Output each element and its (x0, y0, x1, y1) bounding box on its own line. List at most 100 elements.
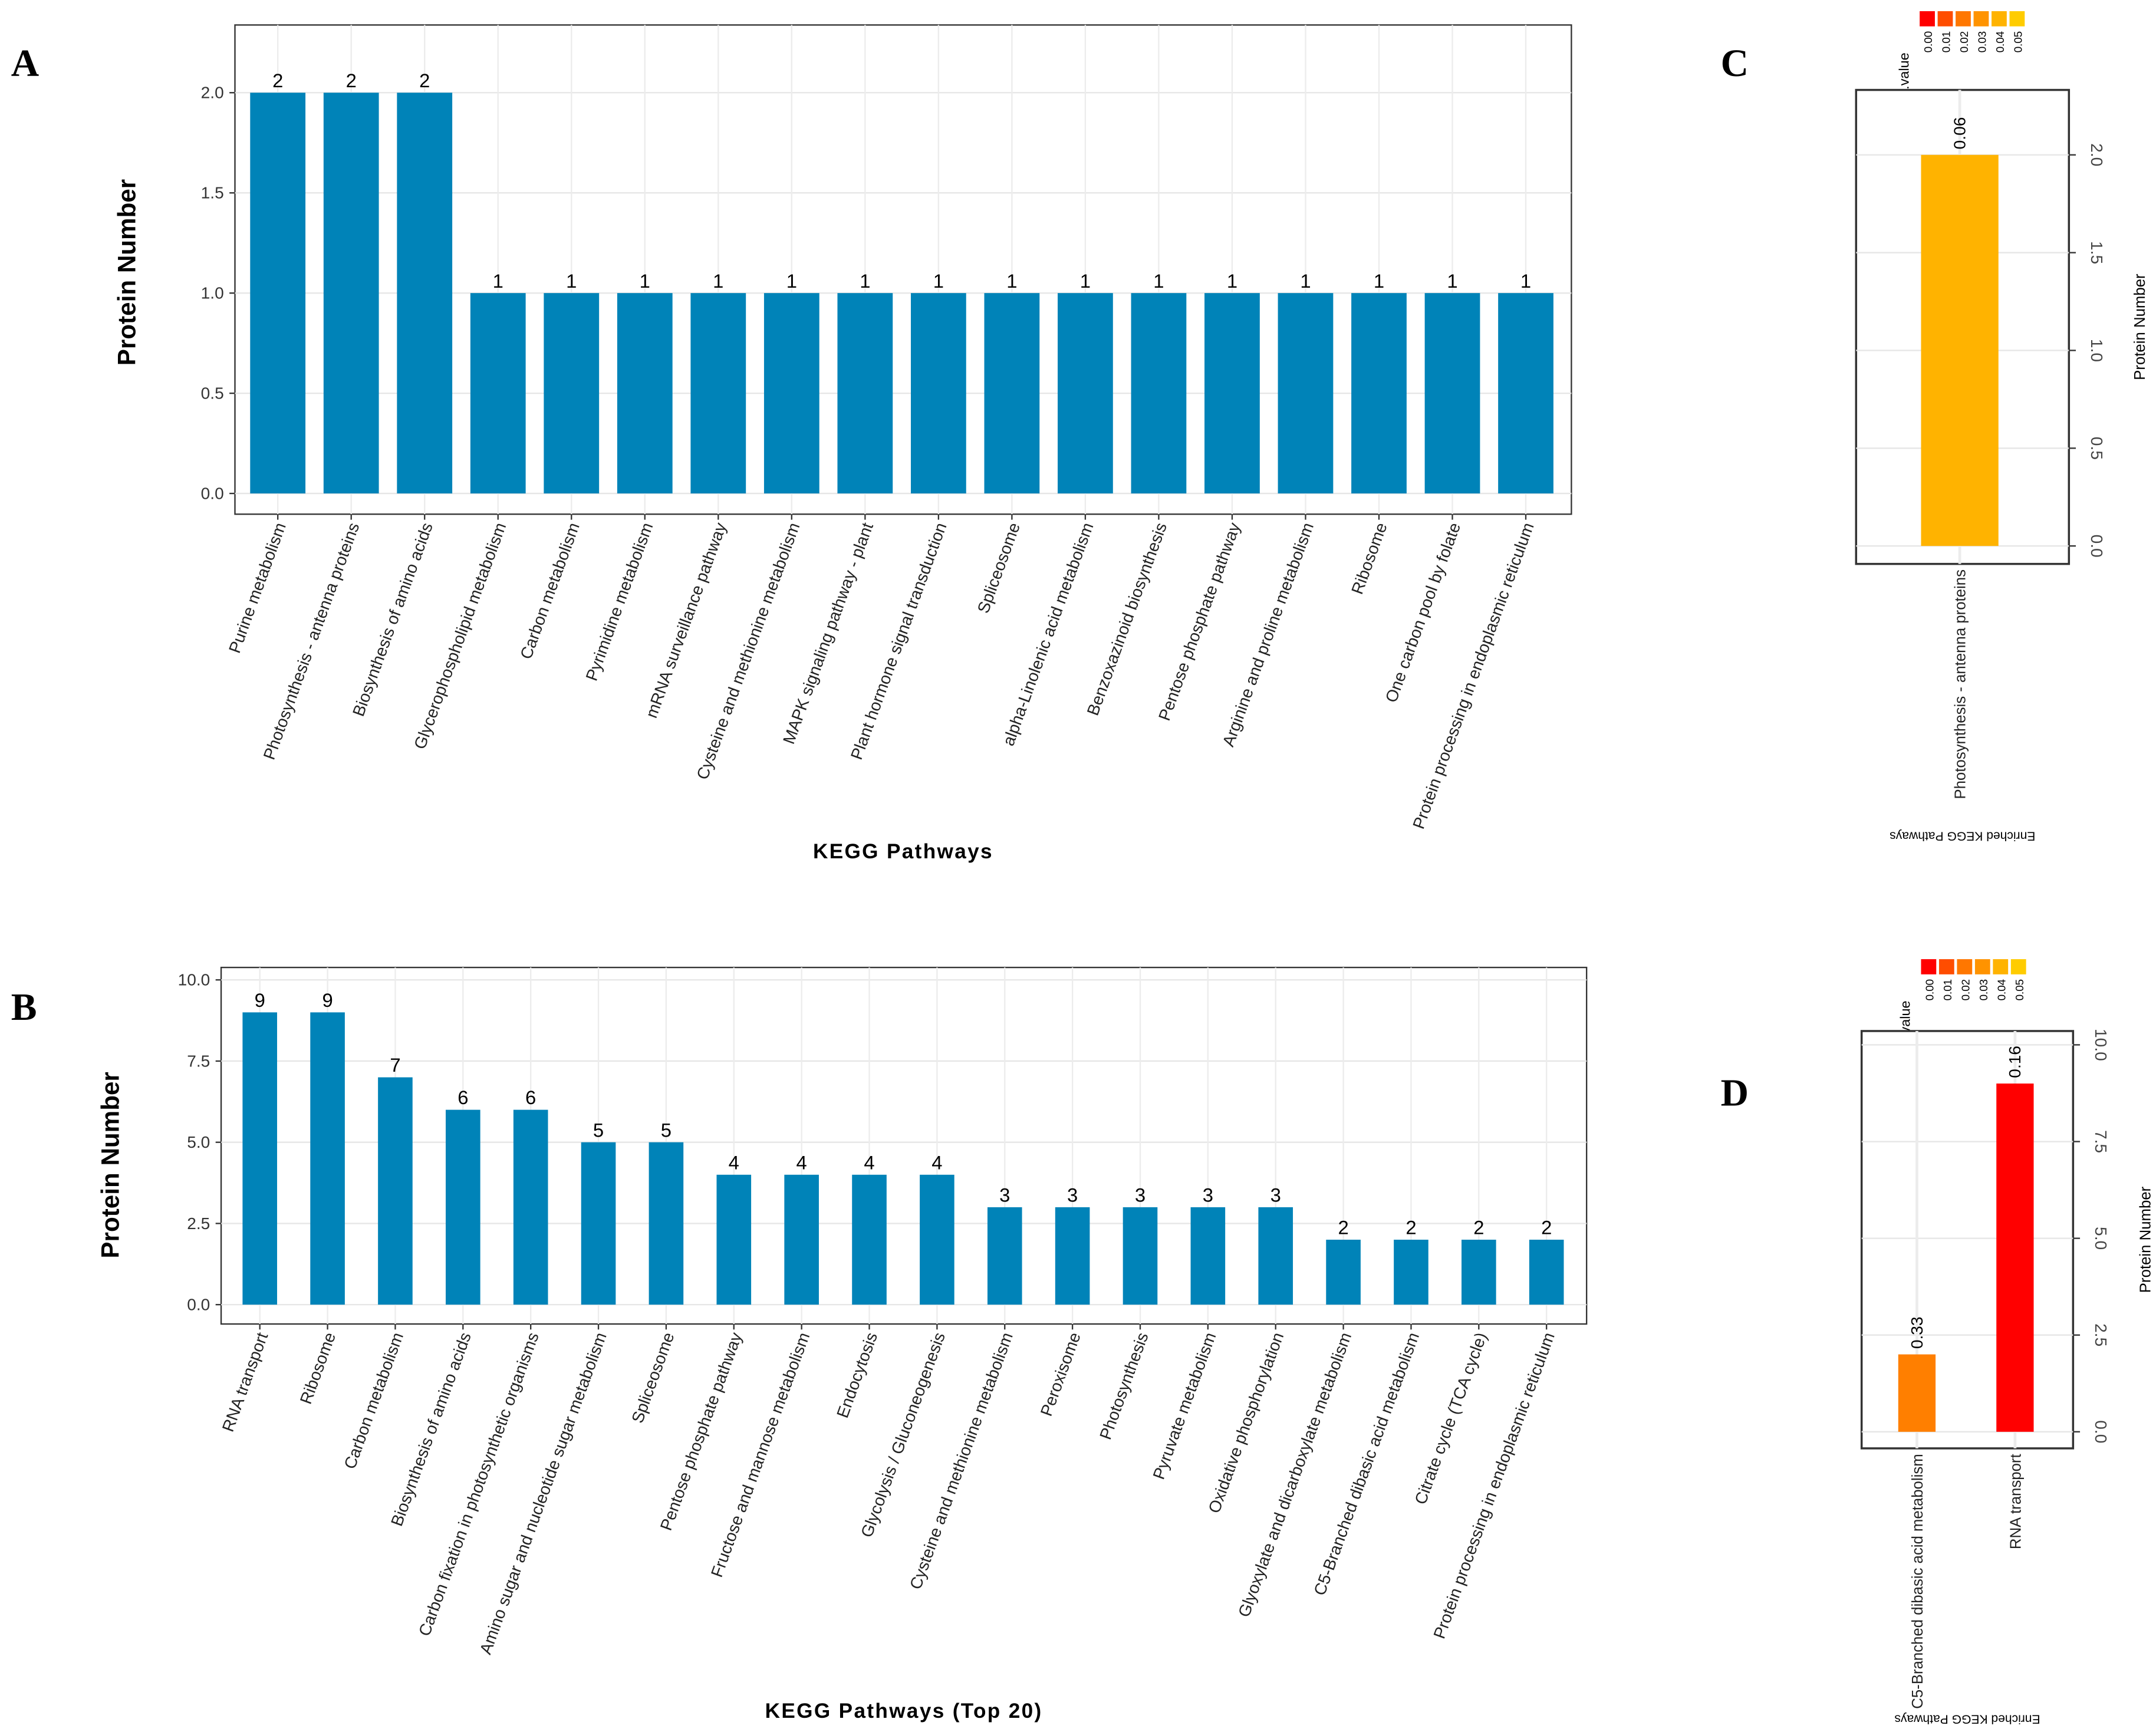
legend-swatch (1920, 11, 1935, 27)
bar (763, 293, 819, 494)
bar-value-label: 1 (860, 270, 870, 292)
y-tick-label: 5.0 (187, 1133, 210, 1151)
legend-label: 0.04 (1994, 31, 2006, 53)
y-axis-title: Protein Number (97, 1072, 124, 1258)
x-tick-label: One carbon pool by folate (1382, 520, 1464, 704)
bar-value-label: 2 (1473, 1217, 1484, 1239)
panel-label-d: D (1721, 1072, 1749, 1115)
bar (1278, 293, 1334, 494)
x-tick-label: Pyruvate metabolism (1150, 1330, 1220, 1481)
y-tick-label: 0.0 (187, 1296, 210, 1314)
bar (242, 1012, 278, 1305)
y-tick-label: 0.0 (2088, 535, 2106, 558)
x-tick-label: Glyoxylate and dicarboxylate metabolism (1235, 1330, 1355, 1619)
legend-label: 0.00 (1922, 31, 1934, 53)
bar-value-label: 1 (1227, 270, 1237, 292)
legend-swatch (1937, 11, 1953, 27)
y-tick-label: 10.0 (178, 971, 210, 989)
bar-value-label: 1 (566, 270, 577, 292)
bar-value-label: 2 (419, 70, 430, 91)
bar (1898, 1354, 1936, 1432)
bar (1424, 293, 1480, 494)
bar-value-label: 6 (525, 1086, 536, 1108)
bar-value-label: 1 (713, 270, 723, 292)
y-tick-label: 1.5 (2088, 241, 2106, 264)
x-tick-label: Arginine and proline metabolism (1219, 520, 1318, 749)
y-axis-title: Protein Number (2132, 274, 2148, 380)
legend-label: 0.05 (2013, 979, 2026, 1001)
legend-label: 0.00 (1924, 979, 1936, 1001)
bar-value-label: 1 (1374, 270, 1384, 292)
panel-label-a: A (11, 42, 39, 85)
y-tick-label: 0.0 (2092, 1420, 2110, 1443)
x-tick-label: Carbon fixation in photosynthetic organi… (415, 1330, 542, 1638)
bar-value-label: 7 (390, 1054, 400, 1076)
bar-pvalue-label: 0.16 (2006, 1046, 2024, 1078)
x-tick-label: Spliceosome (628, 1330, 677, 1425)
x-tick-label: Ribosome (1348, 520, 1390, 597)
plot-frame (1860, 1030, 2075, 1450)
x-tick-label: Pentose phosphate pathway (1155, 520, 1244, 723)
bar (1529, 1239, 1564, 1305)
legend-swatch (1921, 959, 1937, 974)
bar (716, 1174, 752, 1305)
bar-value-label: 4 (864, 1151, 874, 1173)
bar (1498, 293, 1553, 494)
x-tick-label: Amino sugar and nucleotide sugar metabol… (476, 1330, 610, 1656)
x-tick-label: Benzoxazinoid biosynthesis (1084, 520, 1170, 717)
legend-swatch (2010, 959, 2026, 974)
bar (1055, 1207, 1090, 1305)
bar-value-label: 3 (999, 1184, 1010, 1206)
x-tick-label: Biosynthesis of amino acids (387, 1330, 475, 1529)
bar (397, 93, 453, 494)
x-tick-label: Pyrimidine metabolism (582, 520, 657, 683)
bar-value-label: 1 (1006, 270, 1017, 292)
y-axis-title: Protein Number (2138, 1186, 2154, 1293)
x-tick-label: RNA transport (219, 1330, 272, 1434)
bar (1190, 1207, 1226, 1305)
bar-value-label: 4 (931, 1151, 942, 1173)
bar-value-label: 4 (729, 1151, 739, 1173)
bar (1123, 1207, 1158, 1305)
x-tick-label: C5-Branched dibasic acid metabolism (1910, 1454, 1926, 1709)
x-tick-label: Pentose phosphate pathway (657, 1330, 746, 1533)
bar (784, 1174, 819, 1305)
y-tick-label: 2.0 (2088, 143, 2106, 166)
x-tick-label: Photosynthesis - antenna proteins (1952, 569, 1969, 799)
y-axis-title: Protein Number (113, 179, 141, 365)
bar (1058, 293, 1113, 494)
bar-value-label: 5 (593, 1119, 604, 1141)
y-tick-label: 1.5 (201, 184, 224, 202)
bar (649, 1142, 684, 1305)
legend-label: 0.03 (1977, 979, 1990, 1001)
x-tick-label: alpha-Linolenic acid metabolism (999, 520, 1097, 748)
x-tick-label: Purine metabolism (225, 520, 289, 655)
plot-frame (234, 24, 1572, 515)
bar (1921, 154, 1999, 546)
bar (690, 293, 746, 494)
legend-label: 0.01 (1940, 31, 1953, 53)
legend-swatch (1973, 11, 1989, 27)
bar (470, 293, 526, 494)
x-tick-label: Spliceosome (974, 520, 1023, 615)
bar-value-label: 2 (1541, 1217, 1552, 1239)
bar-value-label: 1 (1447, 270, 1457, 292)
bar (837, 293, 893, 494)
bar-value-label: 1 (1300, 270, 1311, 292)
bar (513, 1109, 548, 1305)
x-tick-label: Biosynthesis of amino acids (349, 520, 436, 719)
bar (984, 293, 1040, 494)
y-tick-label: 0.0 (201, 484, 224, 502)
y-tick-label: 2.0 (201, 84, 224, 102)
x-tick-label: Protein processing in endoplasmic reticu… (1409, 520, 1537, 831)
bar (544, 293, 600, 494)
bar-value-label: 1 (933, 270, 944, 292)
legend-swatch (1992, 11, 2007, 27)
bar (446, 1109, 480, 1305)
chart-b: 0.0 2.5 5.0 7.5 10.0 9 RNA transport 9 Ribosome 7… (97, 966, 1588, 1723)
bar-value-label: 1 (493, 270, 503, 292)
bar (1394, 1239, 1428, 1305)
